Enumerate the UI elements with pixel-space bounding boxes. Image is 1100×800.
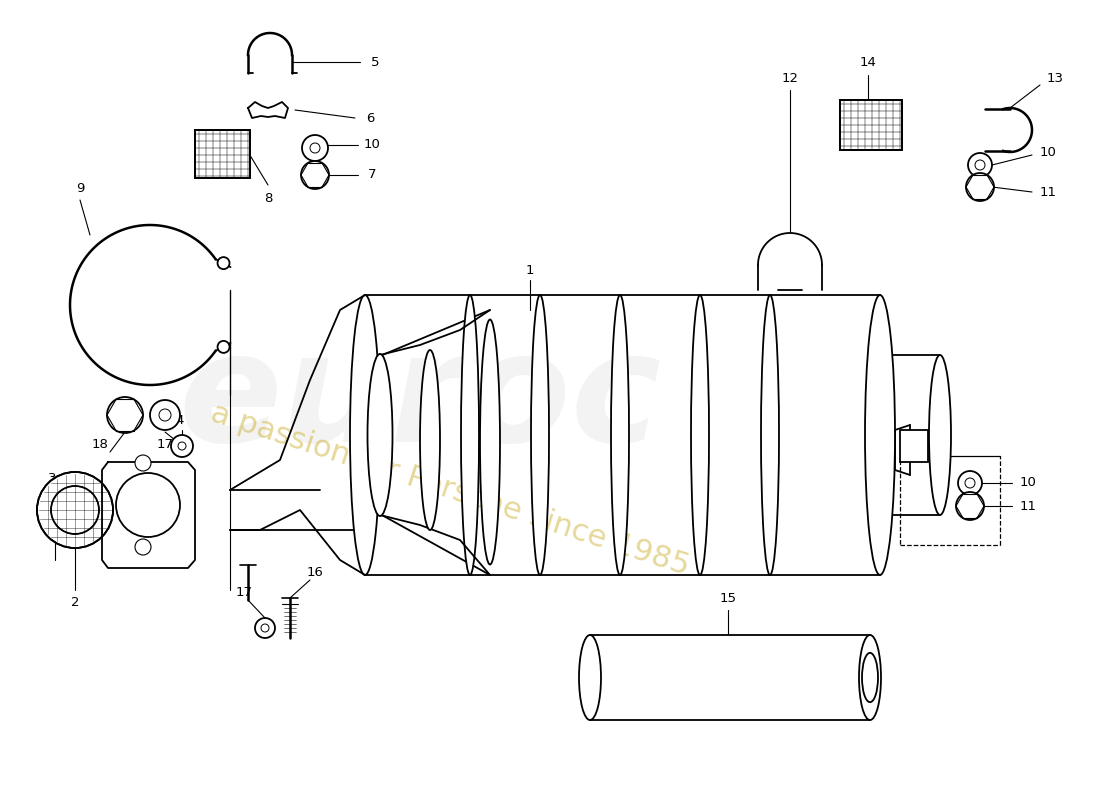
Ellipse shape xyxy=(350,295,380,575)
Ellipse shape xyxy=(610,295,629,575)
Text: 16: 16 xyxy=(307,566,323,578)
Circle shape xyxy=(51,486,99,534)
Text: 6: 6 xyxy=(366,111,374,125)
Text: 17: 17 xyxy=(235,586,253,598)
Ellipse shape xyxy=(859,635,881,720)
Circle shape xyxy=(135,455,151,471)
Bar xyxy=(195,130,250,178)
Circle shape xyxy=(956,492,984,520)
Bar xyxy=(195,130,250,178)
Ellipse shape xyxy=(761,295,779,575)
Text: a passion for Porsche since 1985: a passion for Porsche since 1985 xyxy=(207,398,693,582)
Circle shape xyxy=(218,257,230,269)
Bar xyxy=(590,635,870,720)
Circle shape xyxy=(965,478,975,488)
Text: 10: 10 xyxy=(1040,146,1056,158)
Bar xyxy=(840,100,902,150)
Text: euroc: euroc xyxy=(178,326,661,474)
Text: 7: 7 xyxy=(367,169,376,182)
Ellipse shape xyxy=(862,653,878,702)
Circle shape xyxy=(107,397,143,433)
Ellipse shape xyxy=(930,355,952,515)
Circle shape xyxy=(116,473,180,537)
Circle shape xyxy=(178,442,186,450)
Circle shape xyxy=(958,471,982,495)
Text: 10: 10 xyxy=(1020,477,1036,490)
Text: 15: 15 xyxy=(719,591,737,605)
Circle shape xyxy=(218,341,230,353)
Circle shape xyxy=(37,472,113,548)
Ellipse shape xyxy=(531,295,549,575)
Bar xyxy=(840,100,902,150)
Circle shape xyxy=(160,409,170,421)
Text: 13: 13 xyxy=(1046,71,1064,85)
Ellipse shape xyxy=(579,635,601,720)
Circle shape xyxy=(135,539,151,555)
Text: 11: 11 xyxy=(1040,186,1056,198)
Ellipse shape xyxy=(865,295,895,575)
Text: 14: 14 xyxy=(859,57,877,70)
Text: 5: 5 xyxy=(371,55,380,69)
Circle shape xyxy=(301,161,329,189)
Text: 1: 1 xyxy=(526,263,535,277)
Text: 10: 10 xyxy=(364,138,381,151)
Ellipse shape xyxy=(691,295,710,575)
Text: 8: 8 xyxy=(264,191,272,205)
Circle shape xyxy=(255,618,275,638)
Ellipse shape xyxy=(420,350,440,530)
Circle shape xyxy=(310,143,320,153)
Text: 18: 18 xyxy=(91,438,109,451)
Circle shape xyxy=(966,173,994,201)
Ellipse shape xyxy=(461,295,478,575)
Ellipse shape xyxy=(367,354,393,516)
Circle shape xyxy=(975,160,984,170)
Text: 9: 9 xyxy=(76,182,85,194)
Text: 12: 12 xyxy=(781,71,799,85)
Ellipse shape xyxy=(480,319,501,565)
Text: 11: 11 xyxy=(1020,499,1036,513)
Bar xyxy=(900,430,928,462)
Circle shape xyxy=(302,135,328,161)
Text: 3: 3 xyxy=(47,471,56,485)
Circle shape xyxy=(170,435,192,457)
Text: 4: 4 xyxy=(176,414,184,426)
Circle shape xyxy=(968,153,992,177)
Text: 2: 2 xyxy=(70,595,79,609)
Circle shape xyxy=(261,624,270,632)
Text: 17: 17 xyxy=(156,438,174,451)
Circle shape xyxy=(150,400,180,430)
